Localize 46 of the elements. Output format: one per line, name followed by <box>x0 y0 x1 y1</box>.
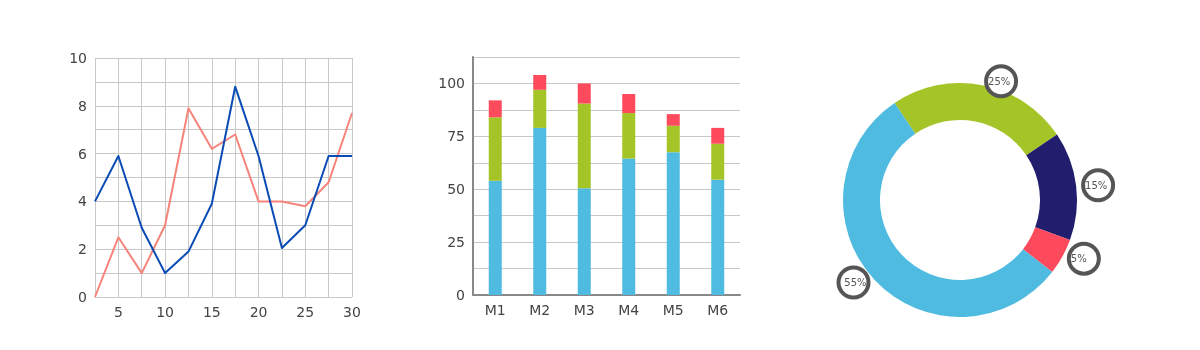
bar <box>622 113 636 159</box>
x-tick-label: M2 <box>529 302 551 318</box>
data-label: 55% <box>844 277 867 289</box>
y-tick-label: 0 <box>456 287 465 303</box>
bar <box>666 152 680 295</box>
y-tick-label: 4 <box>78 193 88 210</box>
data-label: 25% <box>988 75 1011 87</box>
bar <box>711 143 725 180</box>
x-tick-label: 25 <box>296 304 315 320</box>
bar <box>488 180 502 295</box>
x-tick-label: M1 <box>484 302 506 318</box>
y-tick-label: 25 <box>447 234 465 251</box>
bar <box>488 100 502 118</box>
x-tick-label: 10 <box>156 304 174 320</box>
x-tick-label: 20 <box>249 304 268 320</box>
bar <box>666 125 680 153</box>
bar <box>577 83 591 104</box>
x-tick-label: 5 <box>113 304 123 320</box>
bar <box>533 127 547 295</box>
bar <box>533 89 547 128</box>
bar <box>577 103 591 189</box>
data-label: 15% <box>1085 179 1108 191</box>
bar <box>711 127 725 144</box>
y-tick-label: 2 <box>78 241 87 258</box>
y-tick-label: 8 <box>78 97 87 114</box>
bar <box>488 117 502 181</box>
bar <box>577 188 591 295</box>
bar <box>666 114 680 126</box>
y-tick-label: 100 <box>438 75 465 92</box>
y-tick-label: 75 <box>447 128 465 145</box>
x-tick-label: 30 <box>343 304 361 320</box>
bar <box>622 158 636 295</box>
x-tick-label: M6 <box>707 302 729 318</box>
y-tick-label: 0 <box>78 289 87 305</box>
x-tick-label: M3 <box>573 302 595 318</box>
y-tick-label: 6 <box>78 145 88 162</box>
bar <box>711 179 725 295</box>
bar <box>622 94 636 114</box>
bar <box>533 74 547 90</box>
x-tick-label: 15 <box>202 304 221 320</box>
x-tick-label: M5 <box>662 302 684 318</box>
x-tick-label: M4 <box>618 302 640 318</box>
data-label: 5% <box>1070 253 1087 265</box>
y-tick-label: 50 <box>447 181 465 198</box>
line-series <box>94 85 353 275</box>
y-tick-label: 10 <box>69 50 87 66</box>
